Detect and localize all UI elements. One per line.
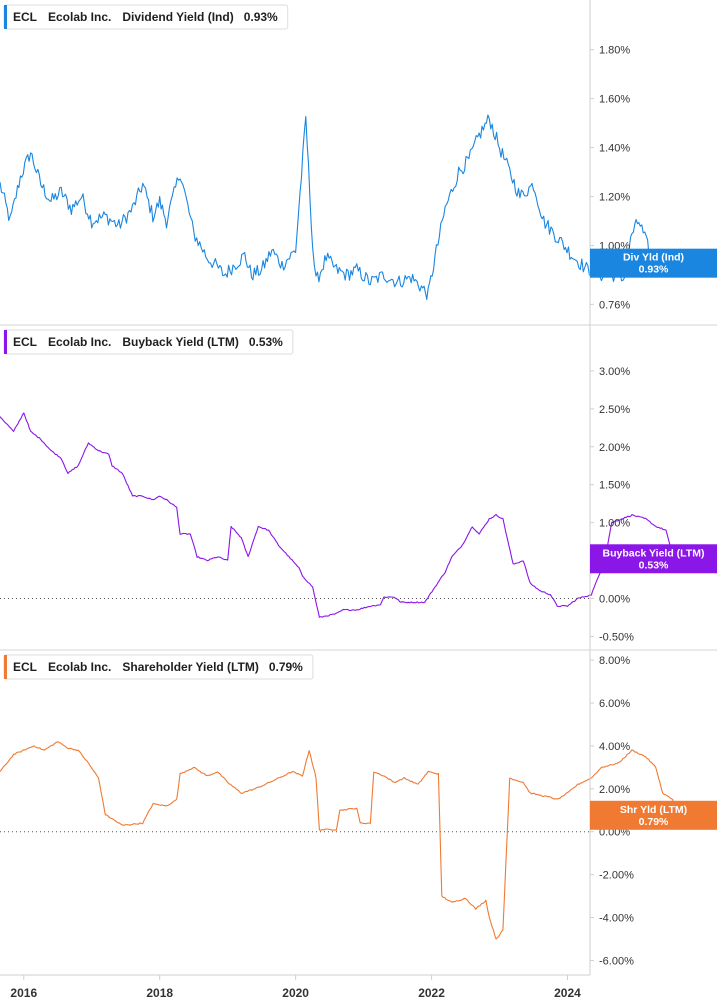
y-tick-label: 1.40% [599,143,630,155]
x-tick-label: 2020 [282,986,309,1000]
value-tag-value: 0.79% [639,816,669,828]
legend-color-marker [4,655,7,679]
value-tag: Div Yld (Ind)0.93% [590,248,717,278]
value-tag-background [590,248,717,278]
value-tag-label: Shr Yld (LTM) [620,804,687,816]
y-tick-label: 1.50% [599,480,630,492]
y-tick-label: -2.00% [599,870,634,882]
value-tag-label: Div Yld (Ind) [623,252,684,264]
y-tick-label: -0.50% [599,631,634,643]
value-tag-background [590,800,717,830]
value-tag-background [590,544,717,574]
value-tag: Shr Yld (LTM)0.79% [590,800,717,830]
legend-metric: Buyback Yield (LTM) [122,335,238,349]
legend-box: ECL Ecolab Inc. Shareholder Yield (LTM) 0.7… [3,654,314,680]
value-tag: Buyback Yield (LTM)0.53% [590,544,717,574]
y-tick-label: -6.00% [599,955,634,967]
y-tick-label: 3.00% [599,366,630,378]
value-tag-value: 0.93% [639,264,669,276]
legend-last-value: 0.93% [244,10,278,24]
legend-metric: Dividend Yield (Ind) [122,10,233,24]
value-tag-value: 0.53% [639,559,669,571]
legend-metric: Shareholder Yield (LTM) [122,660,258,674]
series-line [0,412,676,618]
x-tick-label: 2018 [146,986,173,1000]
legend-color-marker [4,5,7,29]
y-tick-label: 2.00% [599,442,630,454]
y-tick-label: 0.76% [599,299,630,311]
legend-ticker: ECL [13,660,37,674]
value-tag-label: Buyback Yield (LTM) [603,547,705,559]
legend-color-marker [4,330,7,354]
y-tick-label: 1.60% [599,94,630,106]
legend-box: ECL Ecolab Inc. Dividend Yield (Ind) 0.93% [3,4,289,30]
series-line [0,741,676,940]
legend-layer: ECL Ecolab Inc. Dividend Yield (Ind) 0.93%E… [3,4,314,680]
legend-last-value: 0.53% [249,335,283,349]
legend-company: Ecolab Inc. [48,10,111,24]
x-tick-label: 2024 [554,986,581,1000]
y-tick-label: 1.80% [599,45,630,57]
y-tick-label: 2.00% [599,784,630,796]
y-tick-label: 0.00% [599,593,630,605]
y-tick-label: 1.00% [599,518,630,530]
y-tick-label: 2.50% [599,404,630,416]
y-tick-label: -4.00% [599,913,634,925]
legend-box: ECL Ecolab Inc. Buyback Yield (LTM) 0.53% [3,329,294,355]
legend-ticker: ECL [13,335,37,349]
x-tick-label: 2022 [418,986,445,1000]
legend-company: Ecolab Inc. [48,335,111,349]
value-tag-layer: Div Yld (Ind)0.93% Buyback Yield (LTM)0.5… [590,248,717,830]
x-axis: 2016 2018 2020 2022 2024 [0,974,590,1000]
y-tick-label: 1.20% [599,192,630,204]
series-line [0,114,676,300]
y-tick-label: 6.00% [599,698,630,710]
legend-company: Ecolab Inc. [48,660,111,674]
grid-layer [0,324,717,833]
series-layer [0,114,676,940]
y-tick-label: 8.00% [599,655,630,667]
y-tick-label: 4.00% [599,741,630,753]
legend-last-value: 0.79% [269,660,303,674]
x-tick-label: 2016 [10,986,37,1000]
legend-ticker: ECL [13,10,37,24]
